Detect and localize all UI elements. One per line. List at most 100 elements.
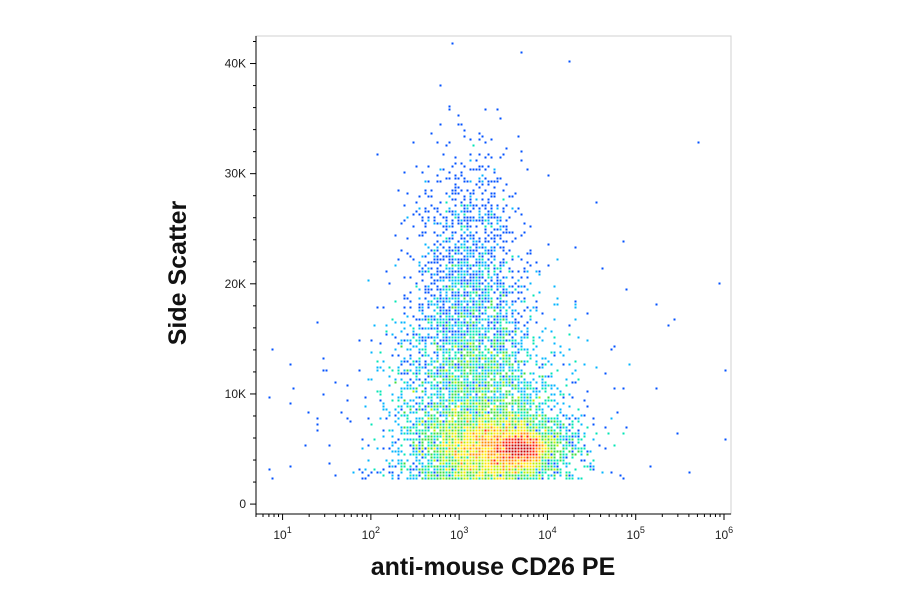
density-point bbox=[484, 381, 487, 384]
density-point bbox=[412, 333, 415, 336]
density-point bbox=[466, 264, 469, 267]
density-point bbox=[442, 411, 445, 414]
density-point bbox=[499, 246, 502, 249]
density-point bbox=[499, 324, 502, 327]
density-point bbox=[502, 357, 505, 360]
density-point bbox=[478, 270, 481, 273]
density-point bbox=[502, 423, 505, 426]
density-point bbox=[535, 414, 538, 417]
density-point bbox=[460, 189, 463, 192]
density-point bbox=[490, 231, 493, 234]
density-point bbox=[559, 471, 562, 474]
density-point bbox=[457, 123, 460, 126]
density-point bbox=[469, 414, 472, 417]
density-point bbox=[499, 303, 502, 306]
density-point bbox=[361, 438, 364, 441]
density-point bbox=[466, 222, 469, 225]
density-point bbox=[412, 381, 415, 384]
density-point bbox=[427, 303, 430, 306]
density-point bbox=[463, 432, 466, 435]
density-point bbox=[460, 324, 463, 327]
density-point bbox=[454, 285, 457, 288]
density-point bbox=[490, 345, 493, 348]
density-point bbox=[439, 294, 442, 297]
density-point bbox=[436, 351, 439, 354]
density-point bbox=[427, 429, 430, 432]
density-point bbox=[481, 468, 484, 471]
density-point bbox=[553, 453, 556, 456]
density-point bbox=[469, 471, 472, 474]
density-point bbox=[475, 459, 478, 462]
density-point bbox=[472, 288, 475, 291]
density-point bbox=[460, 435, 463, 438]
density-point bbox=[553, 384, 556, 387]
density-point bbox=[490, 222, 493, 225]
density-point bbox=[445, 435, 448, 438]
density-point bbox=[424, 180, 427, 183]
density-point bbox=[481, 336, 484, 339]
density-point bbox=[322, 393, 325, 396]
density-point bbox=[493, 255, 496, 258]
density-point bbox=[427, 402, 430, 405]
density-point bbox=[523, 333, 526, 336]
density-point bbox=[436, 300, 439, 303]
density-point bbox=[451, 273, 454, 276]
density-point bbox=[478, 441, 481, 444]
density-point bbox=[508, 426, 511, 429]
density-point bbox=[526, 444, 529, 447]
density-point bbox=[400, 393, 403, 396]
density-point bbox=[439, 222, 442, 225]
density-point bbox=[451, 42, 454, 45]
density-point bbox=[472, 273, 475, 276]
density-point bbox=[517, 279, 520, 282]
density-point bbox=[445, 378, 448, 381]
density-point bbox=[505, 327, 508, 330]
density-point bbox=[490, 360, 493, 363]
density-point bbox=[541, 420, 544, 423]
density-point bbox=[466, 417, 469, 420]
density-point bbox=[499, 327, 502, 330]
density-point bbox=[559, 453, 562, 456]
density-point bbox=[466, 339, 469, 342]
density-point bbox=[496, 426, 499, 429]
density-point bbox=[460, 243, 463, 246]
density-point bbox=[454, 156, 457, 159]
density-point bbox=[427, 210, 430, 213]
density-point bbox=[547, 441, 550, 444]
density-point bbox=[514, 450, 517, 453]
density-point bbox=[655, 303, 658, 306]
density-point bbox=[388, 384, 391, 387]
density-point bbox=[478, 375, 481, 378]
density-point bbox=[478, 417, 481, 420]
density-point bbox=[454, 246, 457, 249]
density-point bbox=[433, 453, 436, 456]
density-point bbox=[511, 423, 514, 426]
density-point bbox=[376, 471, 379, 474]
density-point bbox=[487, 405, 490, 408]
density-point bbox=[466, 423, 469, 426]
density-point bbox=[571, 444, 574, 447]
density-point bbox=[490, 276, 493, 279]
density-point bbox=[466, 273, 469, 276]
density-point bbox=[490, 351, 493, 354]
density-point bbox=[496, 369, 499, 372]
density-point bbox=[454, 393, 457, 396]
density-point bbox=[499, 291, 502, 294]
density-point bbox=[502, 456, 505, 459]
density-point bbox=[541, 423, 544, 426]
density-point bbox=[439, 435, 442, 438]
density-point bbox=[418, 417, 421, 420]
density-point bbox=[445, 456, 448, 459]
density-point bbox=[505, 294, 508, 297]
density-point bbox=[379, 366, 382, 369]
density-point bbox=[523, 387, 526, 390]
density-point bbox=[502, 294, 505, 297]
density-point bbox=[475, 423, 478, 426]
density-point bbox=[424, 423, 427, 426]
density-point bbox=[436, 381, 439, 384]
density-point bbox=[502, 327, 505, 330]
density-point bbox=[529, 432, 532, 435]
density-point bbox=[403, 219, 406, 222]
density-point bbox=[502, 210, 505, 213]
density-point bbox=[436, 303, 439, 306]
